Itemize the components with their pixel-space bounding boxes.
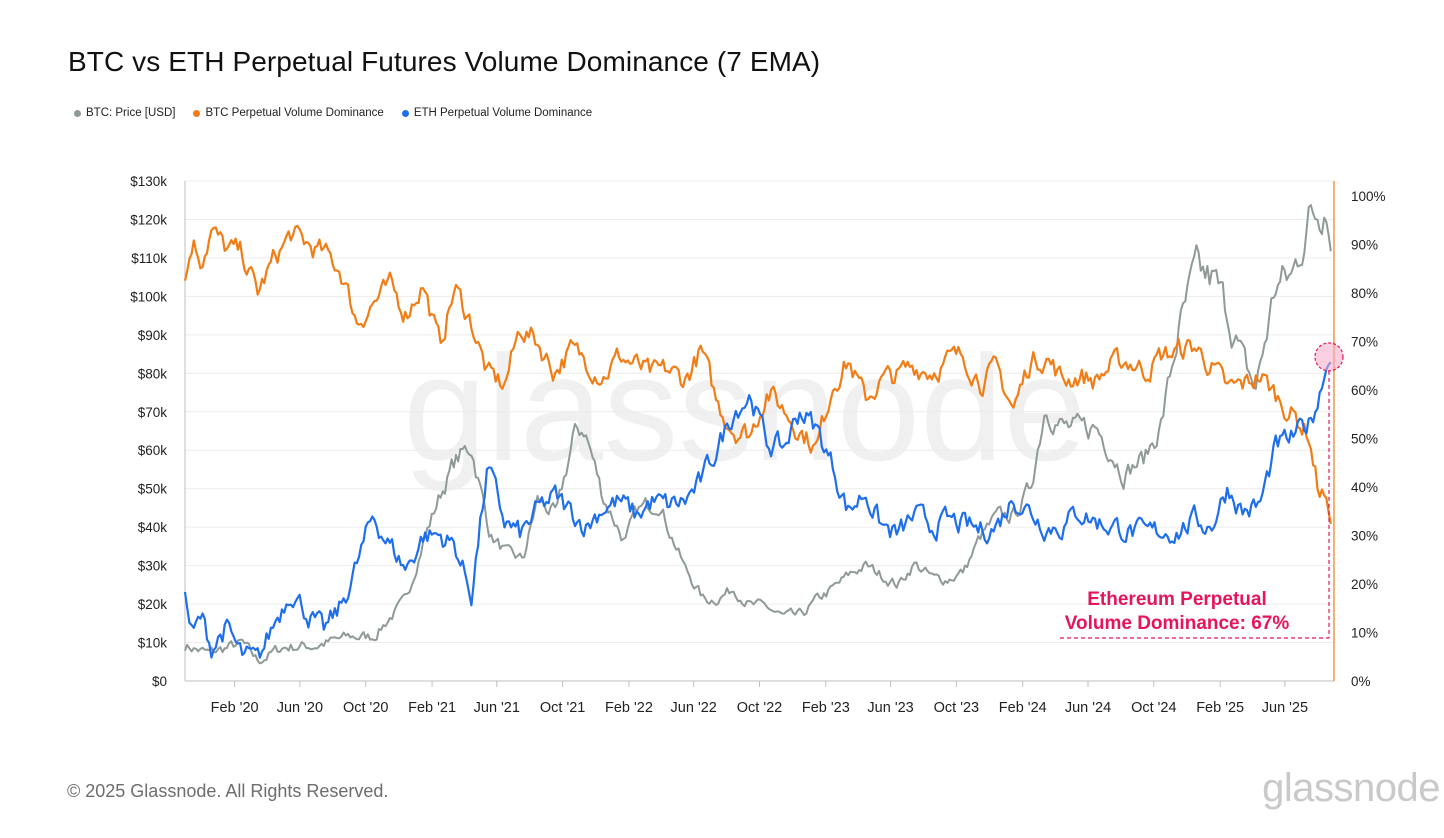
y-left-tick-label: $50k — [138, 482, 168, 497]
y-right-tick-label: 60% — [1351, 383, 1378, 398]
y-right-tick-label: 20% — [1351, 577, 1378, 592]
glassnode-logo: glassnode — [1262, 766, 1440, 810]
x-tick-label: Jun '25 — [1262, 700, 1308, 716]
legend-label-btc-price: BTC: Price [USD] — [86, 107, 176, 119]
y-left-tick-label: $90k — [138, 328, 168, 343]
highlight-marker — [1314, 342, 1344, 372]
legend-label-eth-dominance: ETH Perpetual Volume Dominance — [413, 107, 593, 119]
eth-dominance-annotation: Ethereum Perpetual Volume Dominance: 67% — [1040, 588, 1314, 636]
legend-item-eth-dominance[interactable]: ETH Perpetual Volume Dominance — [401, 107, 593, 119]
x-tick-label: Oct '20 — [343, 700, 388, 716]
y-right-tick-label: 40% — [1351, 480, 1378, 495]
x-tick-label: Oct '21 — [540, 700, 585, 716]
chart-legend: BTC: Price [USD] BTC Perpetual Volume Do… — [74, 107, 592, 119]
annotation-line-1: Ethereum Perpetual — [1087, 589, 1267, 610]
y-left-tick-label: $30k — [138, 559, 168, 574]
y-right-tick-label: 50% — [1351, 432, 1378, 447]
y-left-tick-label: $100k — [130, 289, 167, 304]
x-tick-label: Jun '24 — [1065, 700, 1111, 716]
x-tick-label: Feb '24 — [999, 700, 1047, 716]
x-tick-label: Oct '24 — [1131, 700, 1176, 716]
x-tick-label: Jun '23 — [867, 700, 913, 716]
y-right-tick-label: 70% — [1351, 335, 1378, 350]
btc-price-line — [184, 204, 1332, 665]
y-left-tick-label: $120k — [130, 212, 167, 227]
y-right-tick-label: 0% — [1351, 674, 1371, 689]
y-left-tick-label: $40k — [138, 520, 168, 535]
y-left-tick-label: $80k — [138, 366, 168, 381]
x-tick-label: Jun '21 — [474, 700, 520, 716]
x-tick-label: Feb '23 — [802, 700, 850, 716]
legend-item-btc-dominance[interactable]: BTC Perpetual Volume Dominance — [193, 107, 384, 119]
x-tick-label: Feb '21 — [408, 700, 456, 716]
legend-dot-btc-dominance — [193, 109, 201, 117]
x-tick-label: Feb '20 — [211, 700, 259, 716]
y-left-tick-label: $60k — [138, 443, 168, 458]
y-right-tick-label: 100% — [1351, 189, 1386, 204]
x-tick-label: Feb '22 — [605, 700, 653, 716]
legend-dot-btc-price — [74, 109, 81, 117]
y-left-tick-label: $10k — [138, 636, 168, 651]
copyright-footer: © 2025 Glassnode. All Rights Reserved. — [67, 781, 389, 801]
y-left-tick-label: $130k — [130, 174, 167, 189]
x-tick-label: Oct '22 — [737, 700, 782, 716]
y-left-tick-label: $110k — [131, 251, 167, 266]
legend-item-btc-price[interactable]: BTC: Price [USD] — [74, 107, 175, 119]
x-tick-label: Feb '25 — [1196, 700, 1244, 716]
y-right-tick-label: 80% — [1351, 286, 1378, 301]
eth-dominance-line — [183, 361, 1332, 659]
x-tick-label: Jun '20 — [277, 700, 323, 716]
annotation-line-2: Volume Dominance: 67% — [1064, 613, 1290, 634]
legend-dot-eth-dominance — [401, 109, 409, 117]
y-right-tick-label: 10% — [1351, 626, 1378, 641]
y-right-tick-label: 90% — [1351, 238, 1378, 253]
x-tick-label: Oct '23 — [934, 700, 979, 716]
y-left-tick-label: $20k — [138, 597, 168, 612]
y-left-tick-label: $0 — [152, 674, 167, 689]
x-tick-label: Jun '22 — [671, 700, 717, 716]
legend-label-btc-dominance: BTC Perpetual Volume Dominance — [205, 107, 384, 119]
chart-title: BTC vs ETH Perpetual Futures Volume Domi… — [68, 46, 821, 77]
btc-dominance-line — [183, 224, 1332, 525]
y-right-tick-label: 30% — [1351, 529, 1378, 544]
y-left-tick-label: $70k — [138, 405, 168, 420]
